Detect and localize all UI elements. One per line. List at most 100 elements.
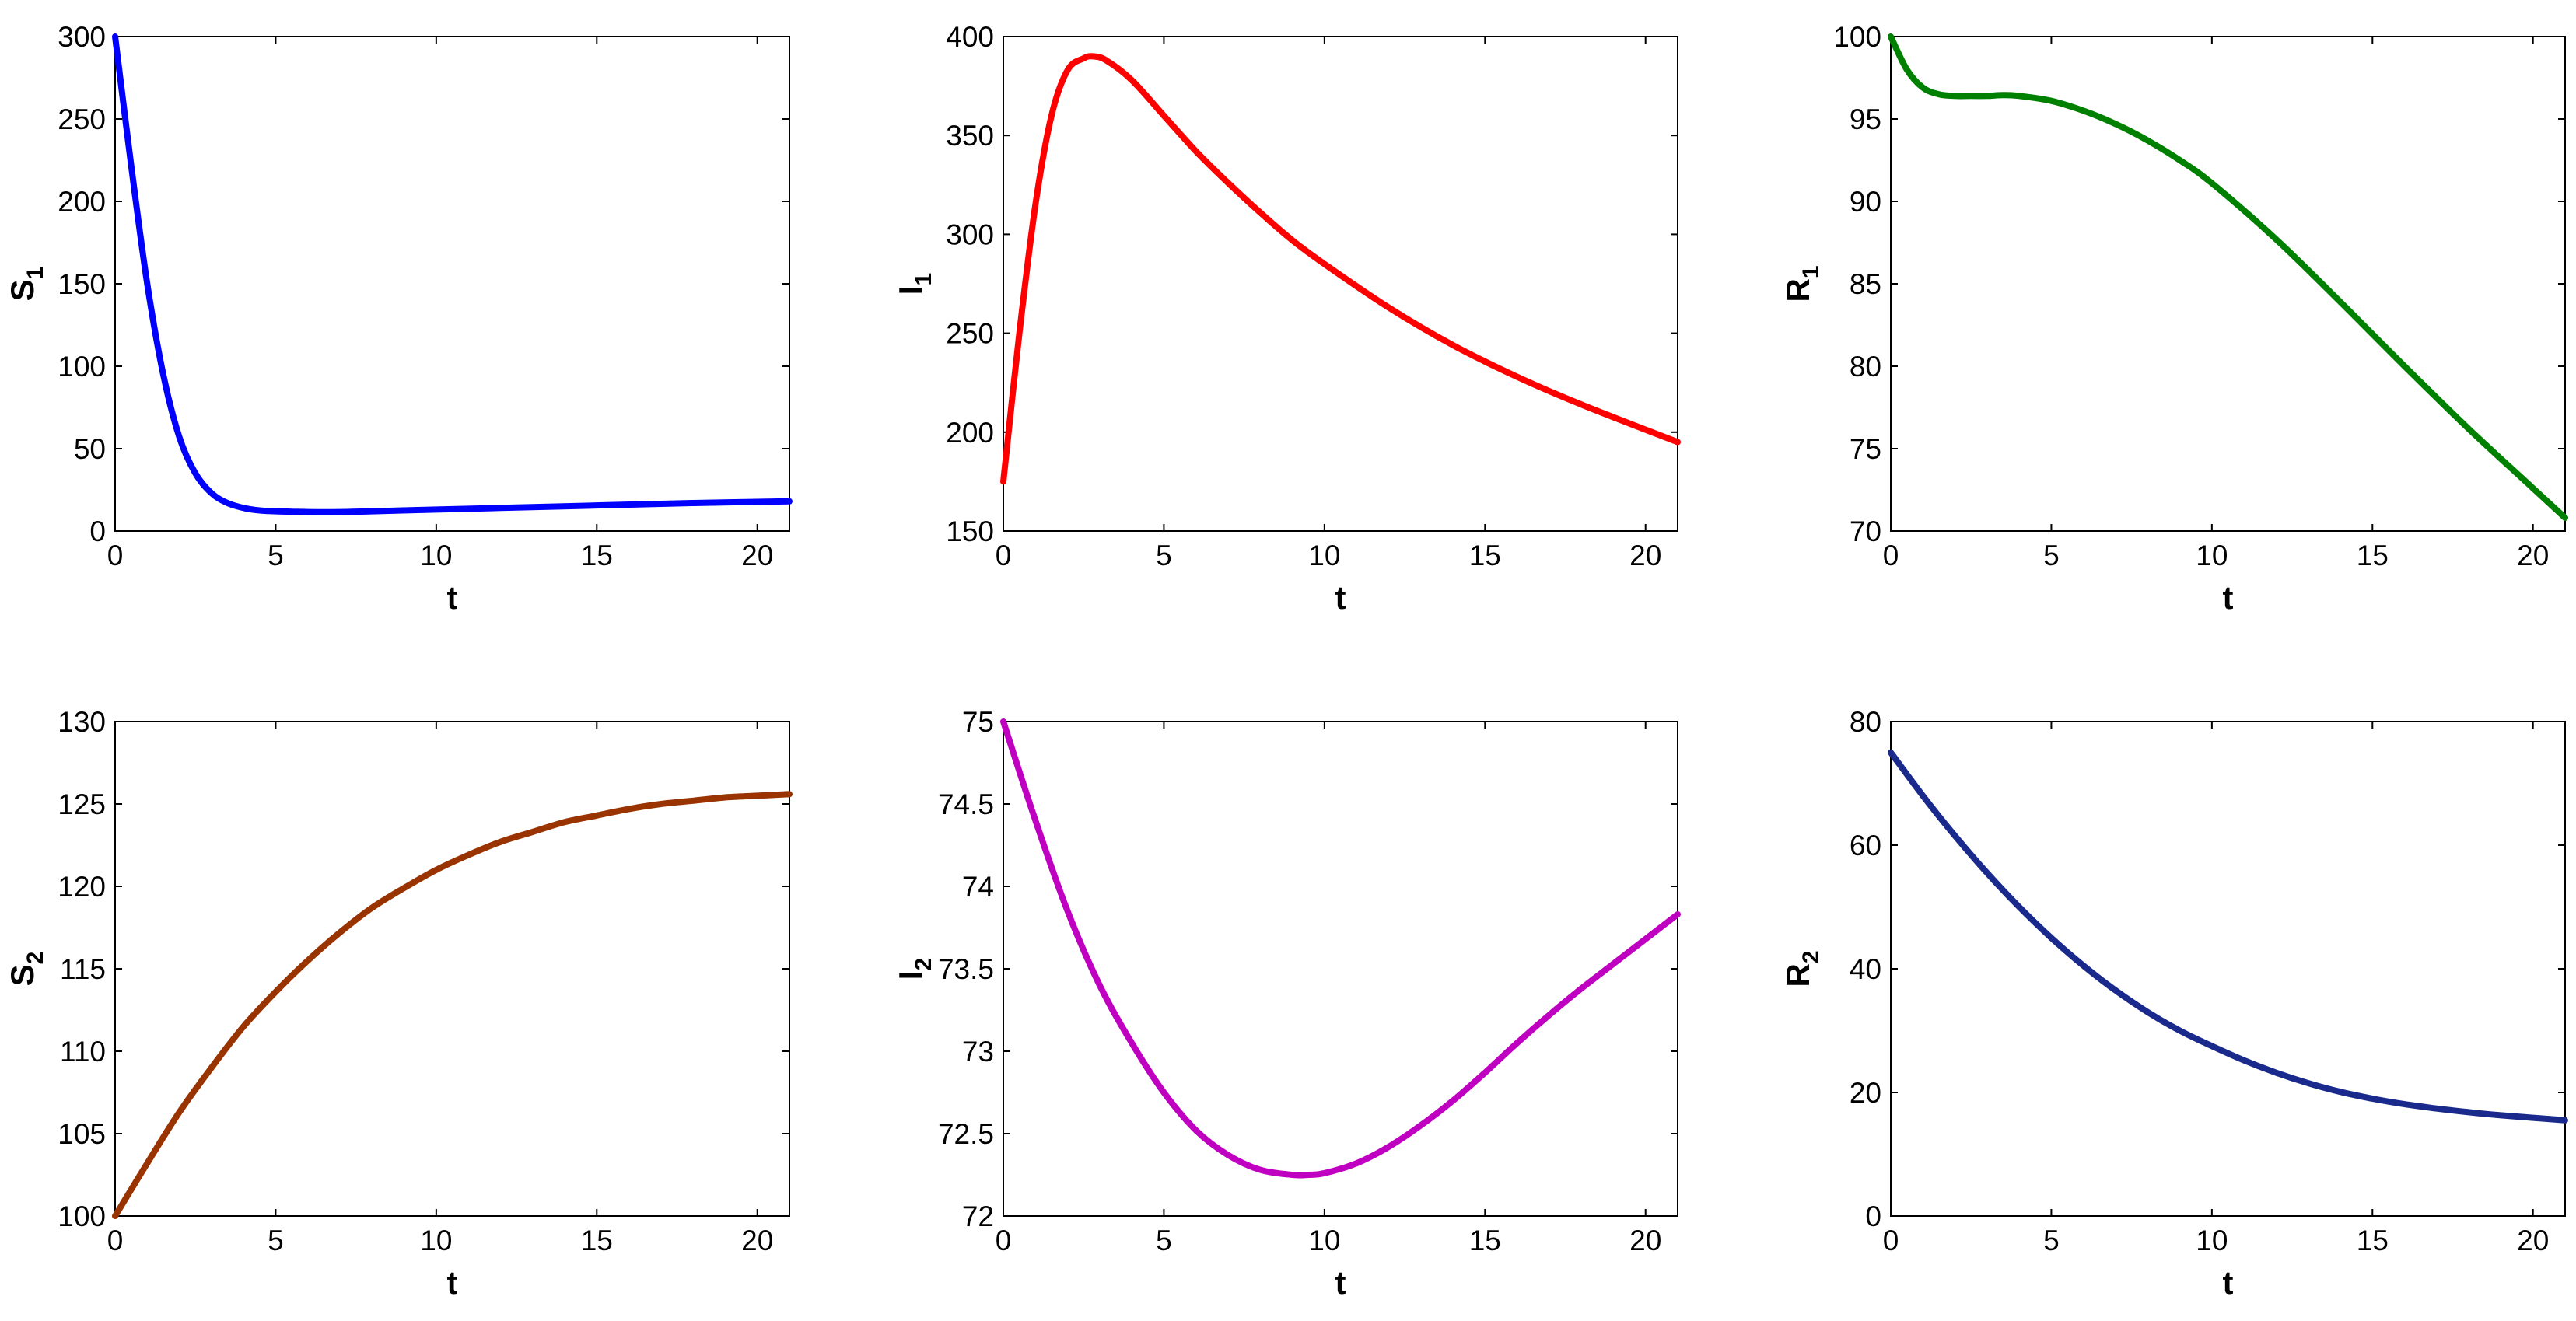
series-line-1: [1888, 33, 2568, 521]
y-tick-label: 300: [946, 218, 994, 250]
x-tick-label: 0: [1883, 540, 1899, 571]
y-axis-label-main: I: [892, 286, 929, 295]
y-tick-label: 90: [1850, 186, 1881, 218]
y-tick-label: 150: [58, 268, 106, 300]
y-tick-label: 100: [58, 351, 106, 383]
y-tick-label: 400: [946, 21, 994, 53]
x-tick-label: 0: [996, 1225, 1012, 1256]
plot-frame: [1003, 36, 1678, 532]
plot-frame: [114, 721, 790, 1217]
y-axis-label-main: S: [4, 964, 40, 986]
y-tick-label: 130: [58, 706, 106, 738]
y-tick-label: 73.5: [938, 953, 994, 985]
series-line-1: [112, 791, 793, 1219]
y-tick-label: 75: [962, 706, 994, 738]
x-tick-label: 5: [2043, 540, 2060, 571]
y-tick-label: 85: [1850, 268, 1881, 300]
series-line-1: [112, 33, 793, 515]
x-axis-label: t: [1335, 579, 1346, 616]
x-axis-label: t: [1335, 1264, 1346, 1301]
plot-frame: [1003, 721, 1678, 1217]
x-tick-label: 15: [581, 540, 613, 571]
y-axis-label-sub: 1: [23, 267, 48, 280]
y-tick-label: 80: [1850, 706, 1881, 738]
y-axis-label: I1: [892, 273, 936, 295]
x-tick-label: 10: [420, 540, 452, 571]
x-tick-label: 10: [420, 1225, 452, 1256]
y-axis-label-sub: 2: [911, 958, 936, 971]
y-tick-label: 150: [946, 515, 994, 547]
y-tick-label: 200: [946, 417, 994, 449]
y-tick-label: 120: [58, 871, 106, 903]
y-tick-label: 300: [58, 21, 106, 53]
x-axis-label: t: [2223, 579, 2234, 616]
x-tick-label: 5: [1156, 1225, 1172, 1256]
y-axis-label-main: S: [4, 279, 40, 301]
x-tick-label: 0: [996, 540, 1012, 571]
x-tick-label: 20: [1629, 1225, 1661, 1256]
y-tick-label: 200: [58, 186, 106, 218]
y-axis-label-sub: 2: [1798, 950, 1824, 963]
y-tick-label: 40: [1850, 953, 1881, 985]
x-tick-label: 20: [741, 540, 773, 571]
x-axis-label: t: [447, 579, 458, 616]
y-axis-label: S2: [4, 952, 48, 987]
x-tick-label: 20: [741, 1225, 773, 1256]
subplot-6: 0 5 10 15 20 0 20 40 60 80 t R2: [1780, 706, 2568, 1301]
x-tick-label: 10: [2196, 1225, 2228, 1256]
x-tick-label: 15: [1469, 1225, 1501, 1256]
series-line-1: [1000, 718, 1681, 1179]
x-tick-label: 0: [107, 540, 124, 571]
y-tick-label: 0: [89, 515, 106, 547]
y-tick-label: 60: [1850, 830, 1881, 861]
y-tick-label: 50: [74, 433, 106, 465]
y-tick-label: 80: [1850, 351, 1881, 383]
y-axis-label-sub: 1: [1798, 265, 1824, 278]
x-tick-label: 20: [1629, 540, 1661, 571]
subplot-2: 0 5 10 15 20 150 200 250 300 350 400 t I1: [892, 21, 1681, 616]
y-tick-label: 250: [946, 318, 994, 350]
x-tick-label: 15: [1469, 540, 1501, 571]
y-axis-label: I2: [892, 958, 936, 980]
x-tick-label: 15: [2357, 540, 2389, 571]
y-tick-label: 125: [58, 788, 106, 820]
x-tick-label: 5: [1156, 540, 1172, 571]
y-tick-label: 74: [962, 871, 994, 903]
plot-frame: [114, 36, 790, 532]
y-axis-label: S1: [4, 267, 48, 302]
y-tick-label: 70: [1850, 515, 1881, 547]
x-tick-label: 0: [1883, 1225, 1899, 1256]
x-tick-label: 20: [2517, 540, 2549, 571]
plot-frame: [1890, 721, 2566, 1217]
plot-frame: [1890, 36, 2566, 532]
y-axis-label-main: R: [1780, 278, 1816, 302]
y-tick-label: 0: [1865, 1200, 1881, 1232]
y-tick-label: 105: [58, 1118, 106, 1150]
y-tick-label: 73: [962, 1036, 994, 1068]
y-tick-label: 72: [962, 1200, 994, 1232]
x-axis-label: t: [2223, 1264, 2234, 1301]
x-tick-label: 5: [2043, 1225, 2060, 1256]
y-tick-label: 75: [1850, 433, 1881, 465]
subplot-4: 0 5 10 15 20 100 105 110 115 120 125 130 t S2: [4, 706, 793, 1301]
y-tick-label: 100: [1833, 21, 1881, 53]
y-tick-label: 250: [58, 103, 106, 135]
y-tick-label: 100: [58, 1200, 106, 1232]
series-line-1: [1000, 53, 1681, 485]
x-tick-label: 10: [1308, 540, 1340, 571]
x-tick-label: 10: [1308, 1225, 1340, 1256]
y-tick-label: 20: [1850, 1077, 1881, 1109]
x-tick-label: 0: [107, 1225, 124, 1256]
x-axis-label: t: [447, 1264, 458, 1301]
y-tick-label: 74.5: [938, 788, 994, 820]
x-tick-label: 10: [2196, 540, 2228, 571]
y-tick-label: 350: [946, 120, 994, 152]
y-axis-label-main: I: [892, 971, 929, 980]
y-axis-label-sub: 2: [23, 952, 48, 965]
y-axis-label-main: R: [1780, 963, 1816, 987]
series-line-1: [1888, 749, 2568, 1124]
x-tick-label: 5: [268, 1225, 284, 1256]
subplot-5: 0 5 10 15 20 72 72.5 73 73.5 74 74.5 75 t I2: [892, 706, 1681, 1301]
y-tick-label: 95: [1850, 103, 1881, 135]
